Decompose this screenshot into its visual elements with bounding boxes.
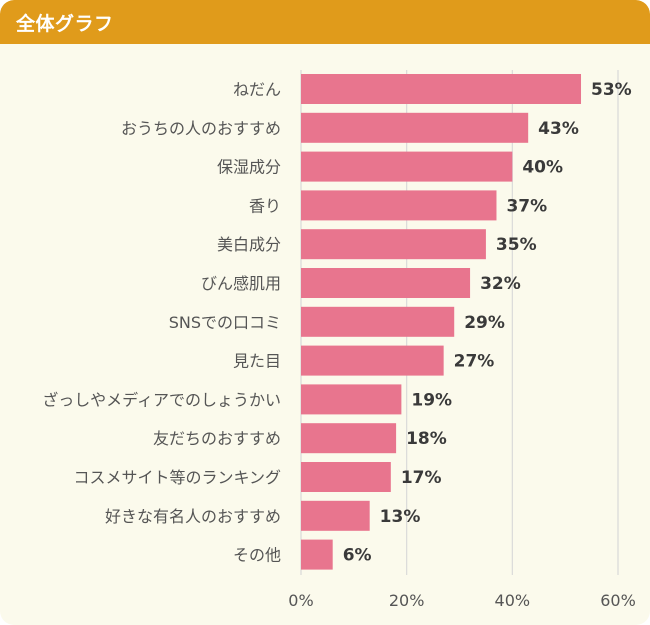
bar bbox=[301, 423, 397, 454]
bar bbox=[301, 229, 486, 260]
category-label: おうちの人のおすすめ bbox=[121, 119, 281, 138]
bar bbox=[301, 306, 455, 337]
category-label: 保湿成分 bbox=[217, 158, 281, 177]
category-label: 香り bbox=[249, 196, 281, 215]
bar bbox=[301, 384, 402, 415]
data-label: 13% bbox=[380, 507, 421, 527]
bar bbox=[301, 500, 370, 531]
category-label: 美白成分 bbox=[217, 235, 281, 254]
data-label: 35% bbox=[496, 235, 537, 255]
bar bbox=[301, 539, 333, 570]
chart-title: 全体グラフ bbox=[16, 13, 114, 35]
x-tick-label: 60% bbox=[600, 591, 636, 610]
data-label: 19% bbox=[411, 390, 452, 410]
category-label: ねだん bbox=[233, 80, 281, 99]
bar bbox=[301, 345, 444, 376]
data-label: 6% bbox=[343, 546, 372, 566]
category-label: びん感肌用 bbox=[201, 274, 281, 293]
data-label: 43% bbox=[538, 119, 579, 139]
bar bbox=[301, 151, 513, 182]
x-tick-label: 20% bbox=[389, 591, 425, 610]
category-label: SNSでの口コミ bbox=[169, 313, 281, 332]
bar bbox=[301, 74, 582, 104]
data-label: 18% bbox=[406, 429, 447, 449]
category-label: 好きな有名人のおすすめ bbox=[105, 507, 281, 526]
x-tick-label: 0% bbox=[288, 591, 313, 610]
data-label: 40% bbox=[522, 158, 563, 178]
data-label: 37% bbox=[506, 196, 547, 216]
category-label: 友だちのおすすめ bbox=[153, 429, 281, 448]
data-label: 32% bbox=[480, 274, 521, 294]
category-label: ざっしやメディアでのしょうかい bbox=[42, 390, 281, 409]
bar bbox=[301, 190, 497, 221]
data-label: 29% bbox=[464, 313, 505, 333]
data-label: 53% bbox=[591, 80, 632, 100]
bar bbox=[301, 268, 471, 298]
x-tick-label: 40% bbox=[495, 591, 531, 610]
chart-header: 全体グラフ bbox=[0, 0, 650, 44]
data-label: 27% bbox=[454, 352, 495, 372]
category-label: 見た目 bbox=[233, 352, 281, 371]
bar bbox=[301, 462, 391, 492]
category-label: その他 bbox=[233, 546, 281, 565]
bar bbox=[301, 112, 529, 143]
data-label: 17% bbox=[401, 468, 442, 488]
category-label: コスメサイト等のランキング bbox=[73, 468, 281, 487]
